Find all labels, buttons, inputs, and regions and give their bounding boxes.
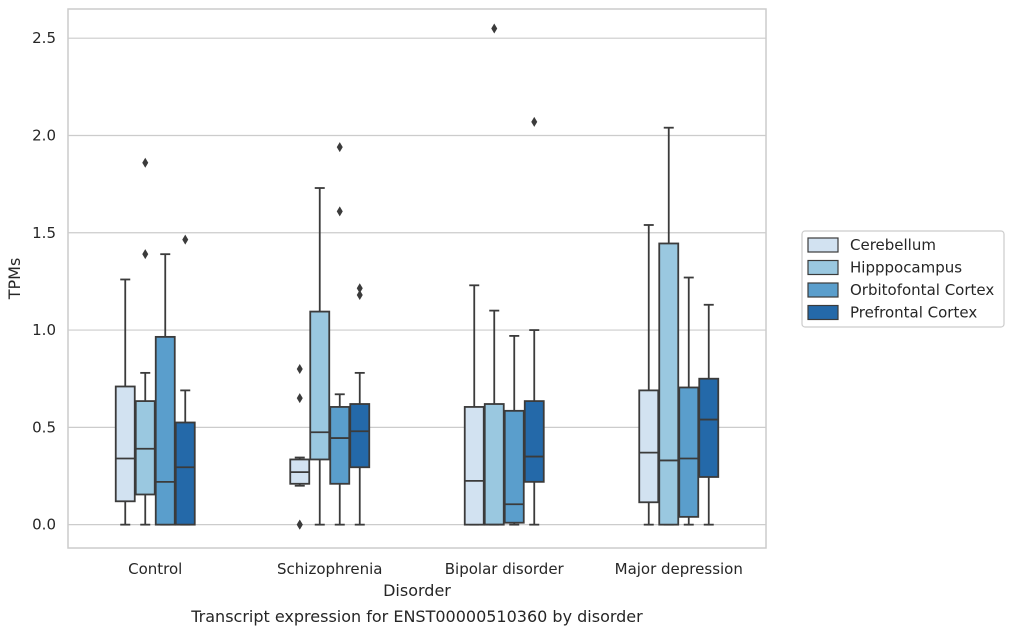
box-iqr: [698, 377, 720, 478]
box-iqr: [114, 385, 136, 503]
outlier-point: [182, 234, 189, 245]
legend-label: Prefrontal Cortex: [850, 304, 977, 322]
outlier-point: [356, 290, 363, 301]
y-tick-label: 1.0: [32, 321, 56, 339]
y-tick-label: 2.5: [32, 29, 56, 47]
legend-label: Hipppocampus: [850, 259, 962, 277]
x-tick-label: Control: [128, 560, 182, 578]
legend-frame: [801, 230, 1005, 328]
box-iqr: [503, 409, 525, 524]
y-tick-label: 0.0: [32, 516, 56, 534]
outlier-point: [356, 283, 363, 294]
outlier-point: [531, 116, 538, 127]
box-iqr: [134, 400, 156, 496]
y-tick-label: 0.5: [32, 418, 56, 436]
box-iqr: [523, 400, 545, 483]
box-3-1: [349, 283, 371, 526]
box-1-2: [483, 23, 505, 526]
box-iqr: [678, 386, 700, 518]
box-3-2: [523, 116, 545, 526]
x-axis-ticks: Control Schizophrenia Bipolar disorder Majo…: [128, 560, 743, 578]
box-iqr: [309, 310, 331, 461]
legend: Cerebellum Hipppocampus Orbitofontal Corte…: [801, 230, 1005, 328]
box-iqr: [638, 389, 660, 504]
box-iqr: [329, 406, 351, 485]
box-iqr: [174, 421, 196, 526]
outlier-point: [142, 157, 149, 168]
box-0-0: [114, 278, 136, 526]
legend-swatch: [807, 259, 839, 276]
legend-label: Cerebellum: [850, 236, 936, 254]
outlier-point: [296, 393, 303, 404]
x-axis-label: Disorder: [383, 581, 451, 600]
box-iqr: [154, 335, 176, 526]
box-series: [114, 23, 720, 530]
box-2-0: [154, 253, 176, 526]
box-0-1: [289, 363, 311, 530]
box-0-3: [638, 224, 660, 526]
plot-area-frame: [67, 8, 767, 549]
x-tick-label: Schizophrenia: [277, 560, 382, 578]
y-axis-label: TPMs: [5, 258, 24, 301]
box-1-3: [658, 126, 680, 526]
outlier-point: [336, 206, 343, 217]
chart-caption: Transcript expression for ENST0000051036…: [190, 607, 643, 626]
box-1-1: [309, 187, 331, 526]
x-tick-label: Major depression: [615, 560, 743, 578]
legend-swatch: [807, 304, 839, 321]
y-tick-label: 2.0: [32, 126, 56, 144]
box-iqr: [349, 403, 371, 469]
legend-swatch: [807, 282, 839, 298]
outlier-point: [296, 519, 303, 530]
box-3-3: [698, 303, 720, 526]
box-2-1: [329, 142, 351, 526]
y-axis-ticks: 0.0 0.5 1.0 1.5 2.0 2.5: [32, 29, 56, 533]
outlier-point: [491, 23, 498, 34]
box-iqr: [483, 403, 505, 526]
box-2-3: [678, 276, 700, 526]
legend-label: Orbitofontal Cortex: [850, 281, 994, 299]
box-0-2: [463, 284, 485, 526]
outlier-point: [336, 142, 343, 153]
outlier-point: [142, 249, 149, 260]
outlier-point: [296, 363, 303, 374]
box-2-2: [503, 335, 525, 526]
box-iqr: [463, 406, 485, 526]
x-tick-label: Bipolar disorder: [445, 560, 565, 578]
y-tick-label: 1.5: [32, 224, 56, 242]
box-iqr: [658, 242, 680, 526]
box-1-0: [134, 157, 156, 526]
box-3-0: [174, 234, 196, 526]
legend-swatch: [807, 237, 839, 253]
